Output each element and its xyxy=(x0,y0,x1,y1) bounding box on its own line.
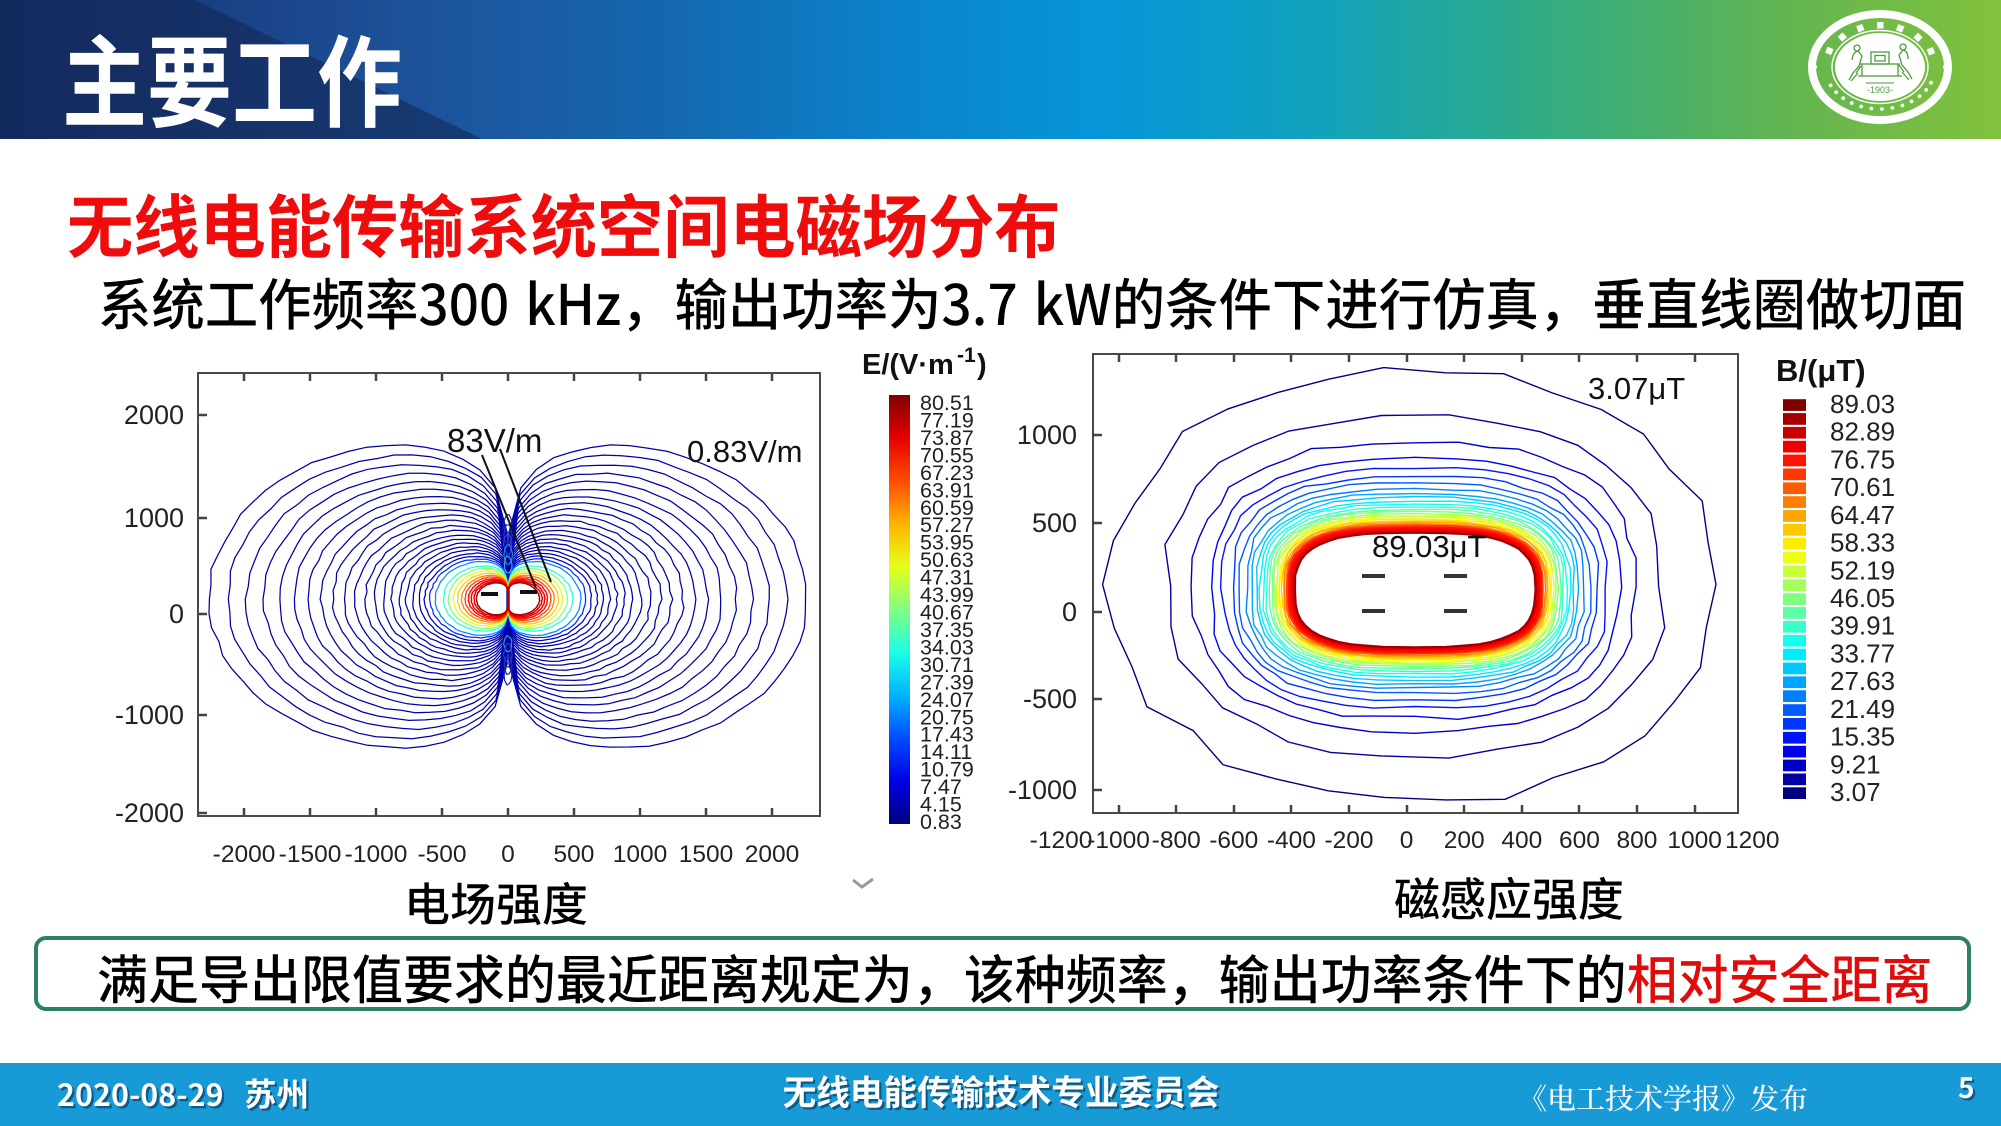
svg-text:73.87: 73.87 xyxy=(920,426,974,450)
svg-text:43.99: 43.99 xyxy=(920,583,974,607)
svg-text:-1200: -1200 xyxy=(1030,827,1093,854)
svg-text:58.33: 58.33 xyxy=(1830,528,1895,558)
svg-text:0.83: 0.83 xyxy=(920,810,962,834)
svg-text:-2000: -2000 xyxy=(213,841,276,868)
svg-text:70.55: 70.55 xyxy=(920,443,974,467)
svg-text:600: 600 xyxy=(1559,827,1600,854)
svg-text:40.67: 40.67 xyxy=(920,601,974,625)
svg-text:-1: -1 xyxy=(957,344,976,367)
svg-text:1000: 1000 xyxy=(1667,827,1722,854)
svg-text:67.23: 67.23 xyxy=(920,461,974,485)
svg-text:77.19: 77.19 xyxy=(920,408,974,432)
svg-text:50.63: 50.63 xyxy=(920,548,974,572)
svg-text:24.07: 24.07 xyxy=(920,688,974,712)
svg-text:-2000: -2000 xyxy=(115,798,184,828)
svg-text:47.31: 47.31 xyxy=(920,566,974,590)
svg-text:64.47: 64.47 xyxy=(1830,500,1895,530)
svg-text:800: 800 xyxy=(1617,827,1658,854)
svg-text:1000: 1000 xyxy=(124,503,184,533)
svg-text:3.07: 3.07 xyxy=(1830,777,1881,807)
svg-text:37.35: 37.35 xyxy=(920,618,974,642)
svg-text:200: 200 xyxy=(1444,827,1485,854)
svg-text:2000: 2000 xyxy=(745,841,800,868)
svg-text:3.07μT: 3.07μT xyxy=(1588,371,1685,406)
svg-text:27.63: 27.63 xyxy=(1830,666,1895,696)
svg-text:63.91: 63.91 xyxy=(920,478,974,502)
svg-text:-500: -500 xyxy=(417,841,466,868)
svg-text:4.15: 4.15 xyxy=(920,793,962,817)
svg-text:1000: 1000 xyxy=(613,841,668,868)
svg-text:15.35: 15.35 xyxy=(1830,722,1895,752)
svg-text:1500: 1500 xyxy=(679,841,734,868)
svg-text:0.83V/m: 0.83V/m xyxy=(687,434,802,469)
svg-text:-500: -500 xyxy=(1023,684,1077,714)
svg-text:52.19: 52.19 xyxy=(1830,555,1895,585)
svg-text:57.27: 57.27 xyxy=(920,513,974,537)
svg-text:20.75: 20.75 xyxy=(920,705,974,729)
svg-text:-1000: -1000 xyxy=(345,841,408,868)
svg-text:2000: 2000 xyxy=(124,400,184,430)
svg-text:-600: -600 xyxy=(1209,827,1258,854)
svg-text:-200: -200 xyxy=(1324,827,1373,854)
svg-text:): ) xyxy=(977,349,987,381)
svg-text:0: 0 xyxy=(501,841,515,868)
svg-text:1000: 1000 xyxy=(1017,420,1077,450)
svg-text:400: 400 xyxy=(1501,827,1542,854)
svg-text:1200: 1200 xyxy=(1725,827,1780,854)
svg-text:39.91: 39.91 xyxy=(1830,611,1895,641)
svg-text:E/(V·m: E/(V·m xyxy=(862,349,954,381)
svg-text:80.51: 80.51 xyxy=(920,391,974,415)
svg-text:76.75: 76.75 xyxy=(1830,444,1895,474)
svg-text:500: 500 xyxy=(1032,508,1077,538)
svg-text:53.95: 53.95 xyxy=(920,531,974,555)
svg-text:82.89: 82.89 xyxy=(1830,417,1895,447)
svg-text:0: 0 xyxy=(169,599,184,629)
svg-text:89.03: 89.03 xyxy=(1830,389,1895,419)
svg-text:0: 0 xyxy=(1400,827,1414,854)
svg-text:33.77: 33.77 xyxy=(1830,638,1895,668)
svg-text:27.39: 27.39 xyxy=(920,670,974,694)
svg-text:0: 0 xyxy=(1062,597,1077,627)
svg-text:21.49: 21.49 xyxy=(1830,694,1895,724)
svg-text:B/(μT): B/(μT) xyxy=(1776,353,1866,388)
svg-text:83V/m: 83V/m xyxy=(447,422,542,459)
svg-text:500: 500 xyxy=(554,841,595,868)
svg-text:70.61: 70.61 xyxy=(1830,472,1895,502)
svg-text:-1000: -1000 xyxy=(1008,775,1077,805)
svg-text:-1500: -1500 xyxy=(279,841,342,868)
svg-text:-400: -400 xyxy=(1267,827,1316,854)
svg-text:30.71: 30.71 xyxy=(920,653,974,677)
svg-text:17.43: 17.43 xyxy=(920,723,974,747)
svg-text:46.05: 46.05 xyxy=(1830,583,1895,613)
svg-text:14.11: 14.11 xyxy=(920,740,972,764)
svg-text:10.79: 10.79 xyxy=(920,758,974,782)
svg-text:-1000: -1000 xyxy=(1087,827,1150,854)
svg-text:-1000: -1000 xyxy=(115,700,184,730)
svg-text:9.21: 9.21 xyxy=(1830,749,1881,779)
svg-text:-800: -800 xyxy=(1152,827,1201,854)
svg-text:60.59: 60.59 xyxy=(920,496,974,520)
svg-text:-1903-: -1903- xyxy=(1867,85,1893,95)
svg-text:34.03: 34.03 xyxy=(920,635,974,659)
svg-text:7.47: 7.47 xyxy=(920,775,962,799)
svg-text:89.03μT: 89.03μT xyxy=(1372,529,1486,564)
